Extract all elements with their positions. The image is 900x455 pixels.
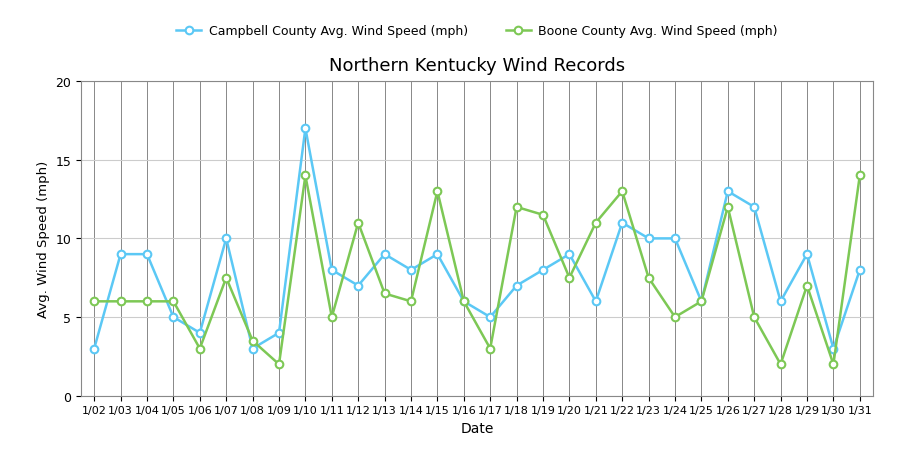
Boone County Avg. Wind Speed (mph) — [828, 362, 839, 367]
Boone County Avg. Wind Speed (mph) — [458, 299, 469, 304]
Boone County Avg. Wind Speed (mph) — [115, 299, 126, 304]
Boone County Avg. Wind Speed (mph) — [406, 299, 417, 304]
Campbell County Avg. Wind Speed (mph) — [802, 252, 813, 257]
Boone County Avg. Wind Speed (mph) — [670, 315, 680, 320]
Boone County Avg. Wind Speed (mph) — [644, 275, 654, 281]
Boone County Avg. Wind Speed (mph) — [723, 205, 734, 210]
Campbell County Avg. Wind Speed (mph) — [220, 236, 231, 242]
Campbell County Avg. Wind Speed (mph) — [248, 346, 258, 351]
Campbell County Avg. Wind Speed (mph) — [644, 236, 654, 242]
Y-axis label: Avg. Wind Speed (mph): Avg. Wind Speed (mph) — [37, 161, 50, 317]
Boone County Avg. Wind Speed (mph) — [775, 362, 786, 367]
Boone County Avg. Wind Speed (mph) — [168, 299, 179, 304]
Boone County Avg. Wind Speed (mph) — [749, 315, 760, 320]
Boone County Avg. Wind Speed (mph) — [300, 173, 310, 179]
Boone County Avg. Wind Speed (mph) — [590, 220, 601, 226]
Campbell County Avg. Wind Speed (mph) — [327, 268, 338, 273]
Line: Boone County Avg. Wind Speed (mph): Boone County Avg. Wind Speed (mph) — [90, 172, 864, 368]
Campbell County Avg. Wind Speed (mph) — [537, 268, 548, 273]
Campbell County Avg. Wind Speed (mph) — [564, 252, 575, 257]
Boone County Avg. Wind Speed (mph) — [274, 362, 284, 367]
Campbell County Avg. Wind Speed (mph) — [115, 252, 126, 257]
Boone County Avg. Wind Speed (mph) — [696, 299, 706, 304]
Campbell County Avg. Wind Speed (mph) — [723, 189, 734, 195]
Boone County Avg. Wind Speed (mph) — [353, 220, 364, 226]
Boone County Avg. Wind Speed (mph) — [89, 299, 100, 304]
Campbell County Avg. Wind Speed (mph) — [168, 315, 179, 320]
Boone County Avg. Wind Speed (mph) — [141, 299, 152, 304]
Campbell County Avg. Wind Speed (mph) — [616, 220, 627, 226]
X-axis label: Date: Date — [460, 421, 494, 435]
Campbell County Avg. Wind Speed (mph) — [590, 299, 601, 304]
Boone County Avg. Wind Speed (mph) — [537, 212, 548, 218]
Campbell County Avg. Wind Speed (mph) — [696, 299, 706, 304]
Boone County Avg. Wind Speed (mph) — [220, 275, 231, 281]
Campbell County Avg. Wind Speed (mph) — [406, 268, 417, 273]
Boone County Avg. Wind Speed (mph) — [511, 205, 522, 210]
Boone County Avg. Wind Speed (mph) — [616, 189, 627, 195]
Campbell County Avg. Wind Speed (mph) — [854, 268, 865, 273]
Boone County Avg. Wind Speed (mph) — [194, 346, 205, 351]
Campbell County Avg. Wind Speed (mph) — [353, 283, 364, 288]
Boone County Avg. Wind Speed (mph) — [379, 291, 390, 297]
Legend: Campbell County Avg. Wind Speed (mph), Boone County Avg. Wind Speed (mph): Campbell County Avg. Wind Speed (mph), B… — [176, 25, 778, 38]
Campbell County Avg. Wind Speed (mph) — [89, 346, 100, 351]
Campbell County Avg. Wind Speed (mph) — [300, 126, 310, 132]
Campbell County Avg. Wind Speed (mph) — [432, 252, 443, 257]
Title: Northern Kentucky Wind Records: Northern Kentucky Wind Records — [328, 57, 626, 75]
Campbell County Avg. Wind Speed (mph) — [828, 346, 839, 351]
Boone County Avg. Wind Speed (mph) — [432, 189, 443, 195]
Campbell County Avg. Wind Speed (mph) — [485, 315, 496, 320]
Line: Campbell County Avg. Wind Speed (mph): Campbell County Avg. Wind Speed (mph) — [90, 125, 864, 353]
Boone County Avg. Wind Speed (mph) — [802, 283, 813, 288]
Campbell County Avg. Wind Speed (mph) — [458, 299, 469, 304]
Boone County Avg. Wind Speed (mph) — [854, 173, 865, 179]
Campbell County Avg. Wind Speed (mph) — [194, 330, 205, 336]
Campbell County Avg. Wind Speed (mph) — [670, 236, 680, 242]
Campbell County Avg. Wind Speed (mph) — [274, 330, 284, 336]
Boone County Avg. Wind Speed (mph) — [248, 338, 258, 344]
Boone County Avg. Wind Speed (mph) — [327, 315, 338, 320]
Campbell County Avg. Wind Speed (mph) — [511, 283, 522, 288]
Campbell County Avg. Wind Speed (mph) — [775, 299, 786, 304]
Boone County Avg. Wind Speed (mph) — [485, 346, 496, 351]
Campbell County Avg. Wind Speed (mph) — [749, 205, 760, 210]
Campbell County Avg. Wind Speed (mph) — [379, 252, 390, 257]
Boone County Avg. Wind Speed (mph) — [564, 275, 575, 281]
Campbell County Avg. Wind Speed (mph) — [141, 252, 152, 257]
